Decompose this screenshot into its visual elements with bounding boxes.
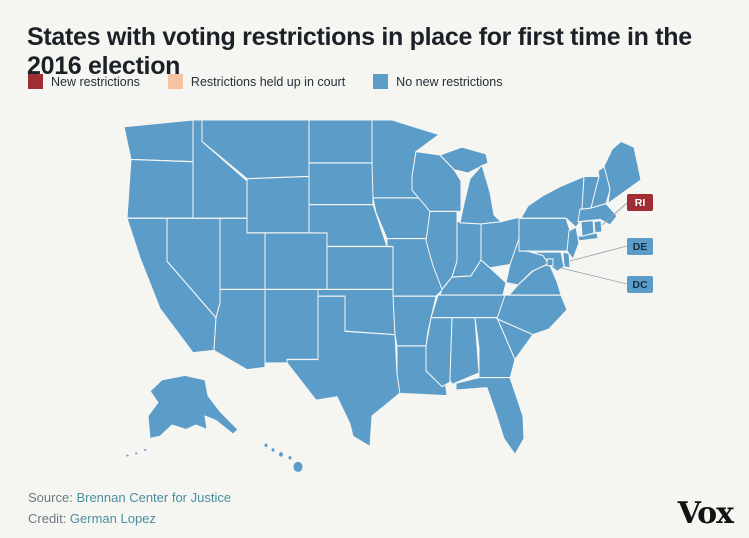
dc-callout-box xyxy=(627,276,653,293)
state-nj xyxy=(566,226,580,260)
state-ks xyxy=(326,245,394,291)
ri-callout-line xyxy=(601,202,628,226)
us-map-svg: RI DE DC xyxy=(123,119,653,474)
state-fl xyxy=(455,377,525,455)
us-map: RI DE DC xyxy=(0,85,749,485)
state-ri xyxy=(593,219,603,234)
state-mi xyxy=(439,146,502,225)
dc-callout-label: DC xyxy=(632,279,648,291)
source-link[interactable]: Brennan Center for Justice xyxy=(76,490,232,505)
state-wa xyxy=(123,119,194,163)
legend-label-no-new-restrictions: No new restrictions xyxy=(396,74,503,89)
ri-callout-label: RI xyxy=(635,197,646,209)
source-label: Source: xyxy=(28,490,73,505)
legend-item-held-up-in-court: Restrictions held up in court xyxy=(167,74,346,89)
state-nm xyxy=(264,288,319,364)
state-sd xyxy=(308,162,374,206)
state-or xyxy=(126,158,194,219)
state-az xyxy=(213,288,266,371)
state-al xyxy=(449,317,480,385)
de-callout-label: DE xyxy=(633,241,648,253)
state-de xyxy=(562,251,571,269)
state-hi xyxy=(278,451,284,458)
legend-swatch-held-up-in-court xyxy=(167,74,183,89)
state-hi xyxy=(292,460,304,474)
legend-swatch-new-restrictions xyxy=(28,74,43,89)
credit-label: Credit: xyxy=(28,511,67,526)
state-nd xyxy=(308,119,373,164)
state-dc xyxy=(546,258,554,267)
legend-swatch-no-new-restrictions xyxy=(373,74,389,89)
credit-link[interactable]: German Lopez xyxy=(69,511,156,526)
state-co xyxy=(264,232,328,291)
legend-item-no-new-restrictions: No new restrictions xyxy=(373,74,502,89)
state-pa xyxy=(518,217,571,252)
state-hi xyxy=(270,447,276,453)
legend-label-held-up-in-court: Restrictions held up in court xyxy=(190,74,346,89)
credit-line: Credit: German Lopez xyxy=(28,511,156,526)
state-wy xyxy=(246,175,310,234)
vox-logo: Vox xyxy=(677,496,734,531)
state-me xyxy=(603,140,642,205)
legend-item-new-restrictions: New restrictions xyxy=(28,74,140,89)
state-hi xyxy=(263,442,269,449)
legend: New restrictions Restrictions held up in… xyxy=(28,74,502,89)
dc-callout-line xyxy=(552,265,628,285)
source-line: Source: Brennan Center for Justice xyxy=(28,490,231,505)
state-ak xyxy=(125,374,239,459)
state-tn xyxy=(430,294,510,319)
chart-title: States with voting restrictions in place… xyxy=(27,22,692,81)
state-hi xyxy=(287,454,293,461)
de-callout-box xyxy=(627,238,653,255)
ri-callout-box xyxy=(627,194,653,211)
de-callout-line xyxy=(569,245,628,262)
state-tx xyxy=(286,295,402,448)
state-ct xyxy=(580,219,595,237)
legend-label-new-restrictions: New restrictions xyxy=(51,74,140,89)
